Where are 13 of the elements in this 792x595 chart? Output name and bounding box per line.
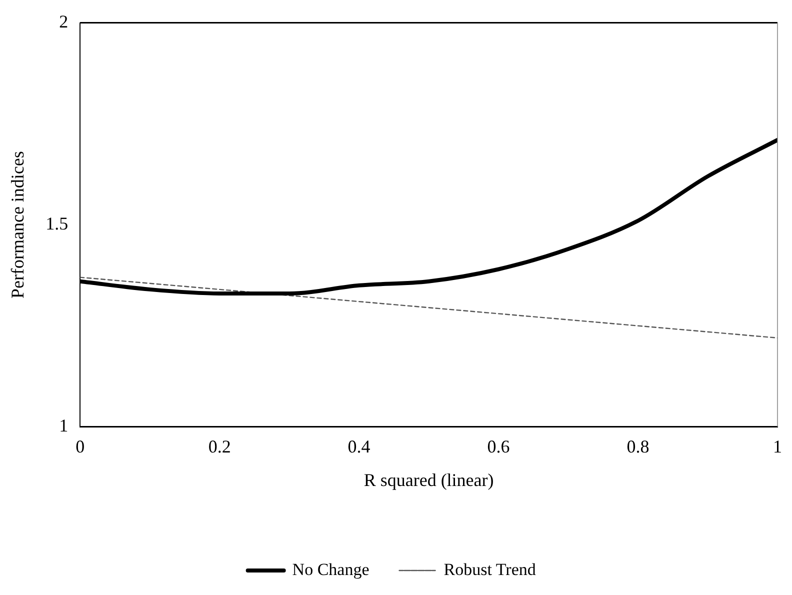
x-tick-label: 0 <box>76 436 85 456</box>
x-tick-label: 0.6 <box>487 436 510 456</box>
legend-label: No Change <box>292 560 370 579</box>
y-axis-title: Performance indices <box>8 151 28 299</box>
x-tick-label: 1 <box>773 436 782 456</box>
x-axis-title: R squared (linear) <box>364 470 494 490</box>
y-tick-label: 1.5 <box>46 214 68 234</box>
x-tick-label: 0.2 <box>208 436 231 456</box>
y-tick-label: 1 <box>59 416 68 436</box>
y-tick-label: 2 <box>59 12 68 32</box>
legend-label: Robust Trend <box>444 560 536 579</box>
x-tick-label: 0.4 <box>348 436 370 456</box>
x-tick-label: 0.8 <box>626 436 650 456</box>
